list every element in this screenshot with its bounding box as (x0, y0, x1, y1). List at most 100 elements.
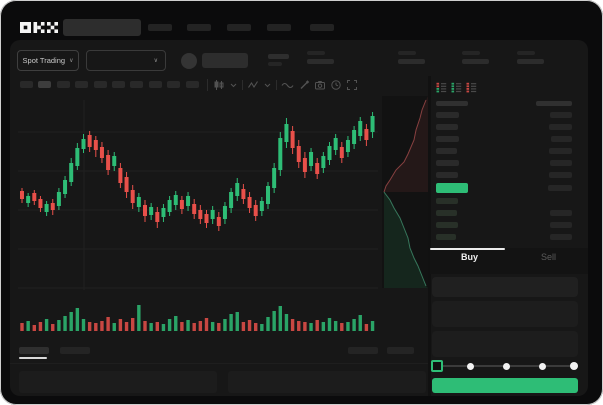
draw-tool-icon[interactable] (298, 79, 310, 91)
ask-amount (550, 160, 572, 166)
order-form-field[interactable] (432, 331, 578, 357)
tab-buy[interactable]: Buy (460, 252, 478, 262)
camera-icon[interactable] (314, 79, 326, 91)
slider-stop[interactable] (570, 362, 578, 370)
slider-stop[interactable] (466, 362, 474, 370)
candle (38, 199, 43, 208)
candle (136, 197, 141, 207)
candle (26, 196, 31, 203)
candle (333, 138, 338, 150)
volume-bar (204, 318, 209, 331)
candle (173, 195, 178, 205)
fullscreen-icon[interactable] (346, 79, 358, 91)
candle (216, 217, 221, 226)
slider-stop[interactable] (538, 362, 546, 370)
candle (149, 207, 154, 215)
timeframe-button[interactable] (38, 81, 52, 88)
okx-logo (20, 22, 58, 33)
candle (179, 200, 184, 209)
volume-bar (266, 317, 270, 331)
volume-bar (370, 321, 375, 331)
orders-tab[interactable] (19, 347, 49, 354)
volume-bar (186, 320, 190, 331)
ticker-stat-label (307, 51, 325, 55)
candle (186, 196, 191, 206)
orders-tool[interactable] (348, 347, 378, 354)
candle (20, 191, 24, 199)
bid-price (436, 222, 458, 228)
timeframe-button[interactable] (75, 81, 89, 88)
volume-bar (284, 314, 289, 331)
ask-amount (549, 172, 572, 178)
section-divider (10, 363, 428, 364)
candle (278, 138, 283, 170)
candle (93, 140, 98, 150)
clock-icon[interactable] (330, 79, 342, 91)
nav-item[interactable] (310, 24, 334, 31)
timeframe-button[interactable] (130, 81, 144, 88)
search-input[interactable] (63, 19, 141, 36)
order-form-field[interactable] (432, 277, 578, 297)
timeframe-button[interactable] (56, 81, 70, 88)
ask-price (436, 172, 458, 178)
candle (56, 192, 61, 206)
volume-bar (192, 323, 196, 331)
indicators-icon[interactable] (247, 79, 259, 91)
orders-tab[interactable] (60, 347, 90, 354)
toolbar-divider (207, 79, 208, 91)
candle (124, 177, 129, 192)
volume-bar (340, 323, 344, 331)
candle (290, 131, 295, 148)
timeframe-button[interactable] (93, 81, 107, 88)
volume-bar (364, 324, 369, 331)
candle-style-icon[interactable] (213, 79, 225, 91)
volume-bar (118, 319, 123, 331)
candle (87, 135, 92, 147)
candle (130, 190, 135, 203)
orderbook-view-toggle[interactable] (451, 80, 462, 93)
timeframe-button[interactable] (112, 81, 125, 88)
nav-item[interactable] (267, 24, 291, 31)
bid-price (436, 198, 458, 204)
candlestick-chart[interactable] (10, 96, 430, 336)
trade-tab-bar (430, 248, 588, 274)
orderbook-view-toggle[interactable] (466, 80, 477, 93)
volume-bar (112, 323, 116, 331)
volume-bar (106, 317, 110, 331)
orderbook-view-toggle[interactable] (436, 80, 447, 93)
volume-bar (254, 323, 258, 331)
timeframe-button[interactable] (148, 81, 162, 88)
timeframe-button[interactable] (185, 81, 199, 88)
candle (210, 210, 215, 219)
timeframe-button[interactable] (20, 81, 33, 88)
timeframe-button[interactable] (167, 81, 181, 88)
candle (99, 147, 104, 158)
candle (204, 214, 209, 223)
slider-stop[interactable] (502, 362, 510, 370)
chevron-down-icon[interactable] (263, 79, 272, 91)
nav-item[interactable] (227, 24, 251, 31)
buy-submit-button[interactable] (432, 378, 578, 393)
volume-bar (63, 316, 67, 331)
pair-dropdown[interactable]: ∨ (86, 50, 166, 71)
ask-price (436, 112, 459, 118)
market-type-dropdown[interactable]: Spot Trading ∨ (17, 50, 79, 71)
volume-bar (32, 325, 36, 331)
orderbook-col-header (536, 101, 572, 106)
order-form-field[interactable] (432, 301, 578, 327)
volume-bar (217, 323, 221, 331)
candle (358, 121, 363, 136)
volume-bar (87, 322, 92, 331)
volume-bar (137, 305, 141, 331)
chevron-down-icon[interactable] (229, 79, 238, 91)
candle (296, 146, 301, 162)
tab-sell[interactable]: Sell (540, 252, 556, 262)
market-type-label: Spot Trading (22, 56, 66, 65)
coin-avatar (181, 53, 197, 69)
nav-item[interactable] (148, 24, 172, 31)
orders-tool[interactable] (387, 347, 414, 354)
slider-handle[interactable] (431, 360, 443, 372)
line-type-icon[interactable] (281, 79, 294, 91)
volume-bar (69, 312, 73, 331)
nav-item[interactable] (187, 24, 211, 31)
